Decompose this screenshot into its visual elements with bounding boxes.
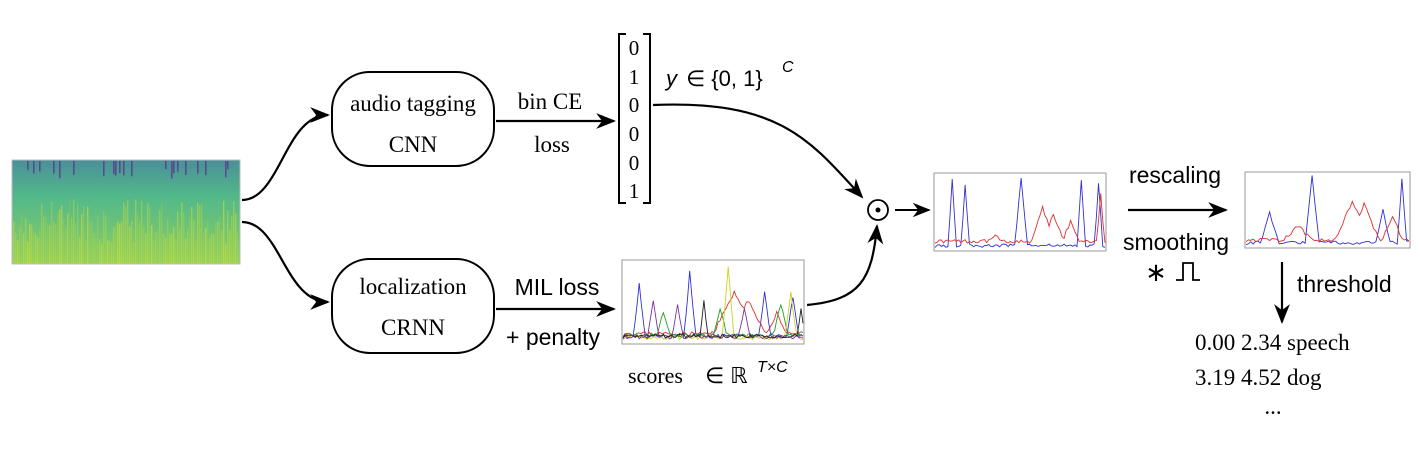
boxcar-icon <box>1176 262 1200 281</box>
final-plot <box>1244 171 1411 249</box>
label-sup: C <box>782 59 794 76</box>
right-bracket <box>643 33 651 204</box>
localization-node: localization CRNN <box>331 258 495 354</box>
label-vector-entry: 1 <box>629 179 640 203</box>
plot-series-line <box>1245 200 1410 243</box>
plot-series-line <box>622 300 804 339</box>
label-vector-entry: 0 <box>629 122 640 146</box>
scores-caption: scores ∈ ℝ T×C <box>628 359 788 388</box>
plot-series-line <box>934 193 1106 244</box>
label-var: y <box>664 66 679 91</box>
label-vector-entry: 1 <box>629 65 640 89</box>
label-vector-caption: y ∈ {0, 1} C <box>664 59 794 91</box>
event-line: 3.19 4.52 dog <box>1195 365 1322 390</box>
arrow-vector-to-operator <box>652 103 864 199</box>
tagging-node-model: CNN <box>389 132 438 157</box>
scores-plot <box>621 259 805 345</box>
product-plot <box>933 172 1107 252</box>
scores-set: ∈ ℝ <box>705 363 748 388</box>
plot-series-line <box>622 303 804 338</box>
rescaling-label: rescaling <box>1129 162 1221 188</box>
label-vector-entry: 0 <box>629 93 640 117</box>
convolution-symbol: ∗ <box>1145 257 1167 287</box>
label-vector-entry: 0 <box>629 36 640 60</box>
tagging-node: audio tagging CNN <box>331 71 495 167</box>
smoothing-label: smoothing <box>1123 229 1229 255</box>
left-bracket <box>618 33 626 204</box>
spectrogram-image <box>11 159 241 265</box>
localization-node-model: CRNN <box>381 315 445 340</box>
label-set: ∈ {0, 1} <box>686 66 763 91</box>
arrow-to-tagging <box>241 107 330 202</box>
arrow-scores-to-operator <box>806 224 884 307</box>
plot-series-line <box>1245 175 1409 246</box>
arrow-to-localization <box>241 220 330 310</box>
localization-loss-label-1: MIL loss <box>515 274 600 300</box>
label-vector-entry: 0 <box>629 151 640 175</box>
tagging-loss-label-1: bin CE <box>518 89 583 114</box>
scores-sup: T×C <box>757 359 788 376</box>
event-line: 0.00 2.34 speech <box>1195 330 1350 355</box>
tagging-node-title: audio tagging <box>350 91 476 116</box>
output-events: 0.00 2.34 speech 3.19 4.52 dog ... <box>1195 330 1350 419</box>
hadamard-operator <box>867 199 889 221</box>
tagging-loss-label-2: loss <box>534 132 570 157</box>
localization-node-title: localization <box>359 274 467 299</box>
localization-loss-label-2: + penalty <box>506 324 600 350</box>
scores-word: scores <box>628 363 683 388</box>
label-vector: 0 1 0 0 0 1 <box>618 33 651 204</box>
plot-series-line <box>934 177 1106 248</box>
event-ellipsis: ... <box>1264 394 1281 419</box>
threshold-label: threshold <box>1297 271 1392 297</box>
